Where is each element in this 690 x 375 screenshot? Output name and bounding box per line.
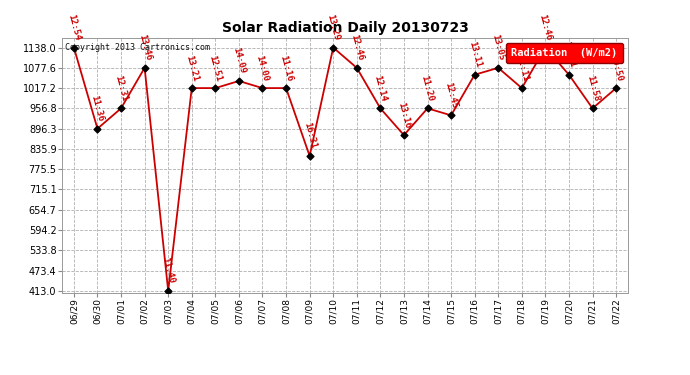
Point	[210, 85, 221, 91]
Point	[375, 105, 386, 111]
Point	[304, 153, 315, 159]
Text: 11:36: 11:36	[90, 94, 106, 123]
Point	[351, 65, 362, 71]
Point	[587, 105, 598, 111]
Point	[493, 65, 504, 71]
Point	[540, 45, 551, 51]
Point	[186, 85, 197, 91]
Text: 12:31: 12:31	[113, 74, 129, 102]
Text: 12:51: 12:51	[208, 54, 223, 82]
Point	[398, 132, 409, 138]
Text: 11:16: 11:16	[278, 54, 294, 82]
Text: 12:11: 12:11	[514, 54, 530, 82]
Point	[564, 72, 575, 78]
Text: 12:14: 12:14	[373, 74, 388, 102]
Text: 13:21: 13:21	[184, 54, 199, 82]
Point	[469, 72, 480, 78]
Point	[281, 85, 292, 91]
Point	[422, 105, 433, 111]
Text: 13:46: 13:46	[137, 33, 152, 62]
Text: 16:31: 16:31	[302, 122, 317, 150]
Text: 11:58: 11:58	[584, 74, 600, 102]
Text: 13:11: 13:11	[467, 40, 482, 69]
Point	[233, 78, 244, 84]
Point	[611, 85, 622, 91]
Text: 13:16: 13:16	[396, 101, 412, 129]
Point	[163, 288, 174, 294]
Text: 12:45: 12:45	[443, 81, 459, 109]
Point	[257, 85, 268, 91]
Text: 12:46: 12:46	[349, 33, 364, 62]
Point	[92, 126, 103, 132]
Point	[68, 45, 79, 51]
Text: 10:50: 10:50	[609, 54, 624, 82]
Text: 12:21: 12:21	[561, 40, 577, 69]
Text: 12:46: 12:46	[538, 13, 553, 42]
Point	[115, 105, 126, 111]
Point	[516, 85, 527, 91]
Text: 11:20: 11:20	[420, 74, 435, 102]
Text: 14:00: 14:00	[255, 54, 270, 82]
Text: 13:29: 13:29	[326, 13, 341, 42]
Text: 11:40: 11:40	[160, 256, 176, 285]
Legend: Radiation  (W/m2): Radiation (W/m2)	[506, 43, 622, 63]
Title: Solar Radiation Daily 20130723: Solar Radiation Daily 20130723	[221, 21, 469, 35]
Text: Copyright 2013 Cartronics.com: Copyright 2013 Cartronics.com	[65, 43, 210, 52]
Text: 14:09: 14:09	[231, 46, 247, 75]
Point	[328, 45, 339, 51]
Text: 12:54: 12:54	[66, 13, 81, 42]
Point	[139, 65, 150, 71]
Text: 13:05: 13:05	[491, 33, 506, 62]
Point	[446, 112, 457, 118]
